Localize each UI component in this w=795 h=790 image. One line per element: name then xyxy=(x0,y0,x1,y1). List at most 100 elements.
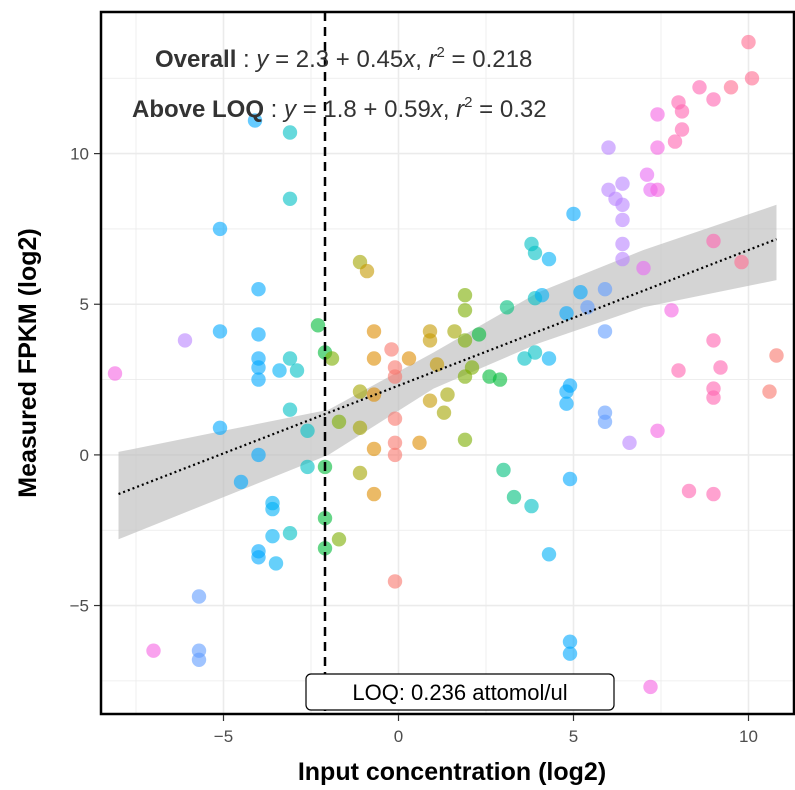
data-point xyxy=(573,285,588,300)
data-point xyxy=(580,300,595,315)
data-point xyxy=(212,420,228,435)
data-point xyxy=(387,447,403,463)
y-tick-label: 5 xyxy=(80,295,89,314)
data-point xyxy=(762,384,777,399)
data-point xyxy=(769,348,784,363)
data-point xyxy=(744,71,760,86)
data-point xyxy=(412,435,427,450)
overall-formula: = 2.3 + 0.45 xyxy=(268,46,403,73)
data-points xyxy=(107,34,784,695)
data-point xyxy=(251,327,266,342)
data-point xyxy=(597,282,613,297)
data-point xyxy=(562,646,578,661)
data-point xyxy=(387,435,403,450)
data-point xyxy=(387,369,403,384)
x-tick-label: 5 xyxy=(569,727,578,746)
data-point xyxy=(457,432,473,447)
svg-text:Overall : y = 2.3 + 0.45x, r2: Overall : y = 2.3 + 0.45x, r2 = 0.218 xyxy=(155,44,532,73)
data-point xyxy=(384,342,399,357)
data-point xyxy=(741,34,756,50)
data-point xyxy=(597,414,613,429)
data-point xyxy=(643,679,658,695)
data-point xyxy=(541,547,557,562)
data-point xyxy=(650,182,665,197)
data-point xyxy=(107,366,123,381)
data-point xyxy=(650,140,665,155)
data-point xyxy=(251,372,266,387)
data-point xyxy=(541,351,557,366)
data-point xyxy=(366,387,382,402)
data-point xyxy=(401,351,417,366)
data-point xyxy=(282,351,298,366)
data-point xyxy=(251,360,266,375)
data-point xyxy=(636,260,651,276)
data-point xyxy=(331,532,347,547)
data-point xyxy=(310,318,326,333)
overall-label: Overall xyxy=(155,46,236,73)
data-point xyxy=(387,411,403,426)
data-point xyxy=(713,360,728,375)
data-point xyxy=(615,197,630,212)
data-point xyxy=(324,351,340,366)
data-point xyxy=(674,122,690,137)
overall-r2: = 0.218 xyxy=(445,46,532,73)
data-point xyxy=(471,327,487,342)
data-point xyxy=(671,363,686,378)
loq-label: LOQ: 0.236 attomol/ul xyxy=(352,680,567,705)
loq-label-box: LOQ: 0.236 attomol/ul xyxy=(305,673,615,711)
data-point xyxy=(300,459,315,475)
above-loq-formula: = 1.8 + 0.59 xyxy=(296,96,431,123)
data-point xyxy=(566,206,581,222)
data-point xyxy=(352,384,368,399)
data-point xyxy=(366,351,382,366)
data-point xyxy=(723,80,739,95)
data-point xyxy=(524,498,539,514)
data-point xyxy=(146,643,161,658)
data-point xyxy=(706,333,721,348)
data-point xyxy=(317,541,333,556)
data-point xyxy=(457,288,473,303)
data-point xyxy=(265,529,280,544)
data-point xyxy=(457,303,473,318)
data-point xyxy=(562,634,578,649)
x-tick-label: −5 xyxy=(214,727,233,746)
data-point xyxy=(639,167,655,182)
equation-overall: Overall : y = 2.3 + 0.45x, r2 = 0.218 xyxy=(155,44,532,73)
data-point xyxy=(506,489,522,505)
data-point xyxy=(447,324,462,339)
data-point xyxy=(496,462,511,478)
data-point xyxy=(191,652,207,667)
data-point xyxy=(422,393,438,408)
data-point xyxy=(674,104,690,119)
data-point xyxy=(457,333,473,348)
data-point xyxy=(282,191,298,206)
data-point xyxy=(499,300,515,315)
data-point xyxy=(191,589,207,604)
data-point xyxy=(559,306,574,321)
data-point xyxy=(734,254,749,270)
data-point xyxy=(331,414,347,429)
data-point xyxy=(681,483,697,499)
data-point xyxy=(282,402,298,417)
data-point xyxy=(289,363,305,378)
data-point xyxy=(251,447,266,463)
data-point xyxy=(527,245,543,261)
x-axis-title: Input concentration (log2) xyxy=(298,758,606,786)
data-point xyxy=(615,212,630,228)
data-point xyxy=(282,526,298,541)
data-point xyxy=(541,251,557,267)
data-point xyxy=(272,363,287,378)
y-tick-label: 10 xyxy=(70,145,89,164)
data-point xyxy=(429,357,445,372)
data-point xyxy=(706,390,721,405)
y-tick-label: 0 xyxy=(80,446,89,465)
data-point xyxy=(436,405,452,420)
panel-border xyxy=(99,10,795,716)
x-tick-label: 0 xyxy=(394,727,403,746)
data-point xyxy=(359,263,375,279)
data-point xyxy=(366,486,382,502)
data-point xyxy=(667,134,683,149)
data-point xyxy=(366,441,382,457)
data-point xyxy=(650,107,665,122)
